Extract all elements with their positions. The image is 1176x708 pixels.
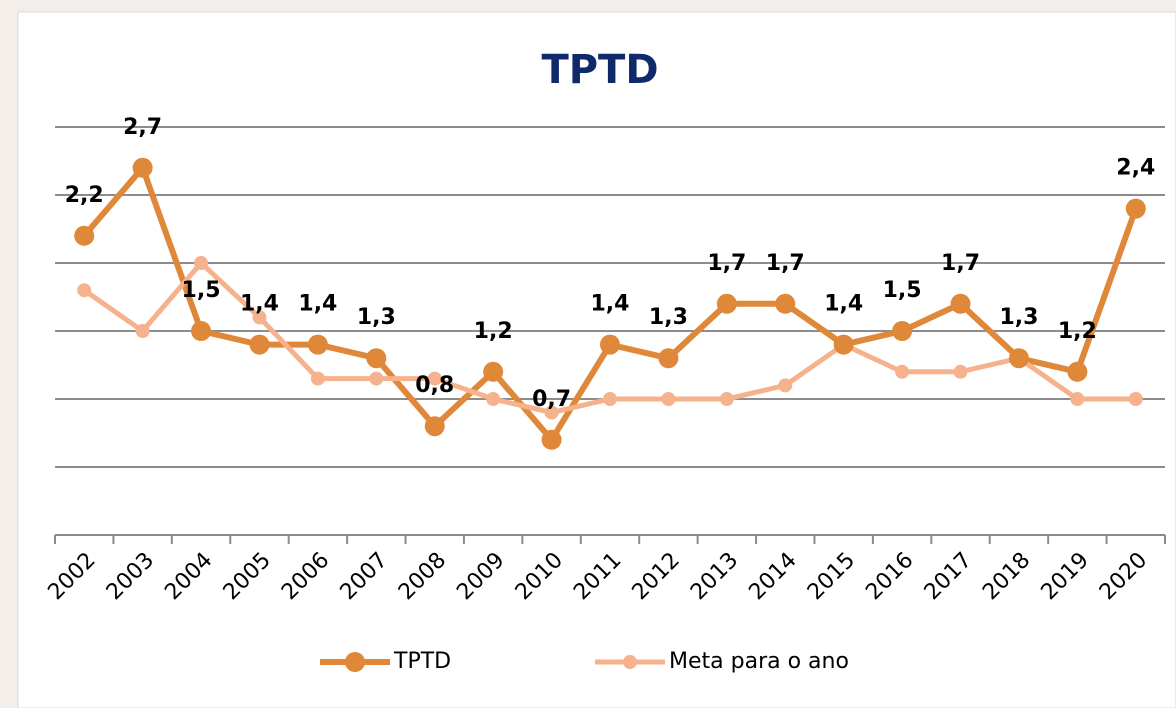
legend-marker	[345, 652, 365, 672]
legend-label: Meta para o ano	[669, 649, 849, 674]
chart-title: TPTD	[541, 47, 658, 93]
point	[249, 334, 270, 355]
point	[427, 371, 442, 386]
point	[1067, 361, 1088, 382]
point	[252, 310, 267, 325]
point	[661, 392, 676, 406]
point	[716, 293, 737, 314]
point	[307, 334, 328, 355]
point	[833, 334, 854, 355]
data-label: 1,3	[999, 305, 1038, 330]
data-label: 1,4	[298, 292, 337, 317]
data-label: 0,7	[532, 387, 571, 412]
data-label: 1,4	[824, 292, 863, 317]
legend-marker	[623, 655, 637, 669]
data-label: 1,5	[182, 278, 221, 303]
point	[74, 225, 95, 246]
legend-label: TPTD	[393, 649, 451, 674]
point	[191, 321, 212, 341]
point	[775, 293, 796, 314]
data-label: 1,7	[766, 251, 805, 276]
data-label: 1,4	[240, 292, 279, 317]
point	[366, 348, 387, 369]
point	[1128, 392, 1143, 406]
data-label: 1,2	[1058, 319, 1097, 344]
point	[486, 392, 501, 406]
point	[895, 364, 910, 379]
point	[369, 371, 384, 386]
point	[483, 361, 504, 382]
data-label: 2,7	[123, 115, 162, 140]
data-label: 0,8	[415, 373, 454, 398]
point	[603, 392, 617, 406]
data-label: 1,7	[707, 251, 746, 276]
data-label: 1,5	[883, 278, 922, 303]
data-label: 1,7	[941, 251, 980, 276]
point	[541, 429, 562, 450]
point	[1070, 392, 1085, 406]
point	[892, 321, 913, 341]
point	[1125, 198, 1146, 219]
point	[77, 283, 92, 298]
point	[132, 157, 153, 178]
data-label: 1,3	[649, 305, 688, 330]
point	[950, 293, 971, 314]
point	[194, 256, 209, 270]
point	[600, 334, 620, 355]
point	[658, 348, 679, 369]
data-label: 1,4	[591, 292, 630, 317]
point	[135, 324, 150, 338]
point	[544, 405, 559, 420]
point	[778, 378, 793, 393]
data-label: 2,2	[65, 183, 104, 208]
point	[1008, 348, 1029, 369]
data-label: 1,2	[474, 319, 513, 344]
data-label: 1,3	[357, 305, 396, 330]
point	[424, 416, 445, 437]
point	[719, 392, 734, 406]
data-label: 2,4	[1116, 156, 1155, 181]
point	[310, 371, 325, 386]
point	[953, 364, 968, 379]
